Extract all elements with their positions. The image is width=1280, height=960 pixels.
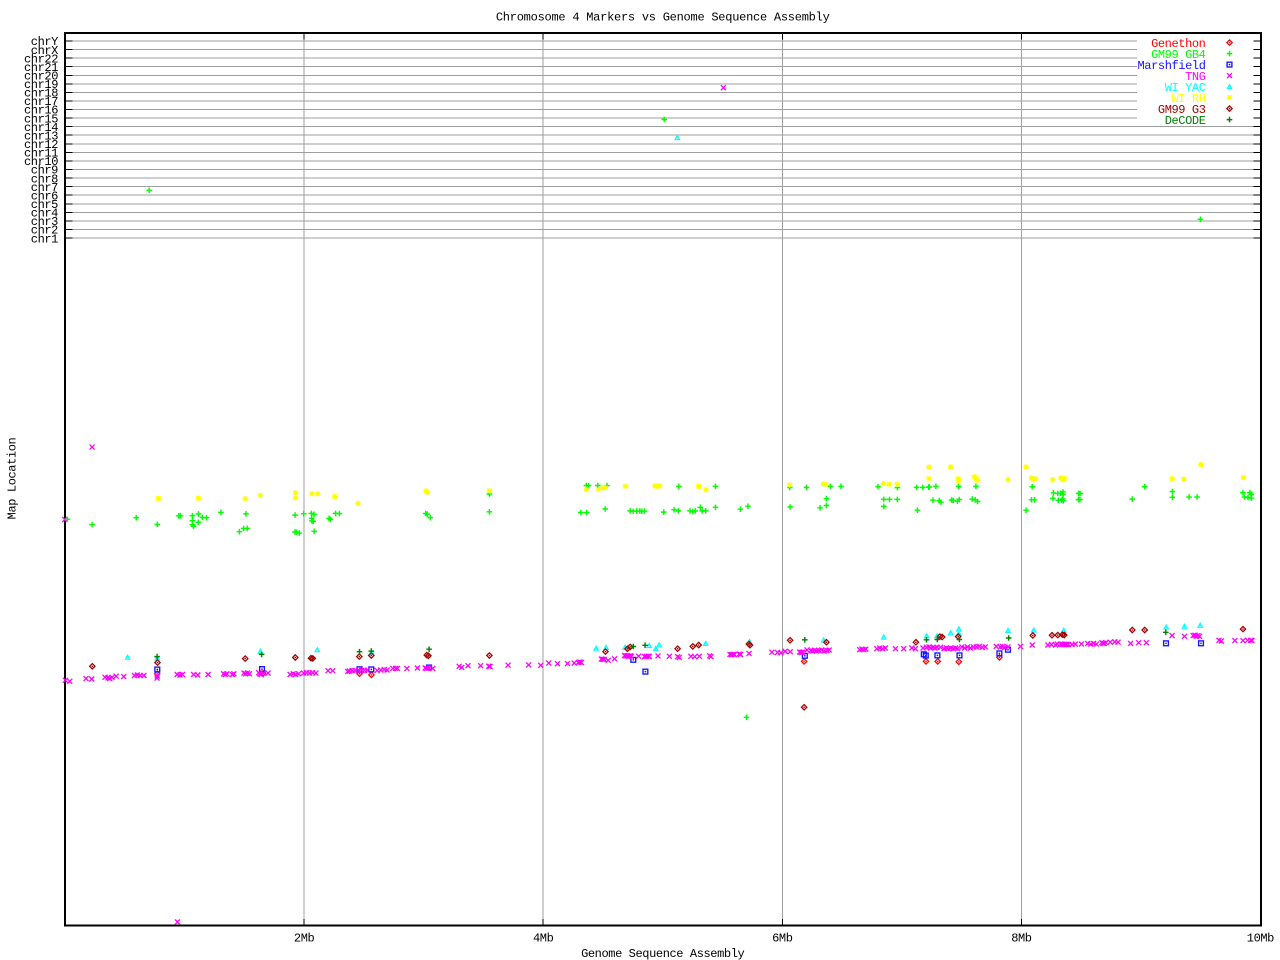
svg-text:chr12: chr12 — [24, 138, 58, 152]
svg-text:chr2: chr2 — [31, 224, 58, 238]
svg-text:chr6: chr6 — [31, 189, 58, 203]
svg-text:chr16: chr16 — [24, 104, 58, 118]
svg-text:WI YAC: WI YAC — [1165, 81, 1206, 95]
svg-text:chrY: chrY — [31, 35, 58, 49]
svg-text:chr13: chr13 — [24, 129, 58, 143]
svg-text:chr18: chr18 — [24, 87, 58, 101]
svg-text:Map Location: Map Location — [6, 437, 20, 519]
svg-text:Chromosome 4 Markers vs Genome: Chromosome 4 Markers vs Genome Sequence … — [496, 11, 830, 25]
svg-text:chr1: chr1 — [31, 232, 58, 246]
svg-text:DeCODE: DeCODE — [1165, 114, 1206, 128]
svg-text:6Mb: 6Mb — [772, 932, 793, 946]
svg-text:chr15: chr15 — [24, 112, 58, 126]
svg-text:chr3: chr3 — [31, 215, 58, 229]
svg-text:chr11: chr11 — [24, 147, 58, 161]
svg-text:chr21: chr21 — [24, 61, 58, 75]
svg-text:chr10: chr10 — [24, 155, 58, 169]
svg-text:GM99 G3: GM99 G3 — [1158, 103, 1206, 117]
svg-text:10Mb: 10Mb — [1247, 932, 1274, 946]
svg-text:2Mb: 2Mb — [294, 932, 315, 946]
svg-text:chr8: chr8 — [31, 172, 58, 186]
svg-text:chr4: chr4 — [31, 207, 58, 221]
svg-text:8Mb: 8Mb — [1011, 932, 1032, 946]
svg-text:TNG: TNG — [1185, 70, 1206, 84]
svg-text:GM99 GB4: GM99 GB4 — [1151, 48, 1206, 62]
svg-text:chr17: chr17 — [24, 95, 58, 109]
svg-text:Genome Sequence Assembly: Genome Sequence Assembly — [581, 947, 744, 960]
svg-text:chr7: chr7 — [31, 181, 58, 195]
svg-text:WI RH: WI RH — [1171, 92, 1205, 106]
svg-text:Marshfield: Marshfield — [1137, 59, 1205, 73]
svg-text:chr14: chr14 — [24, 121, 58, 135]
svg-text:chr20: chr20 — [24, 70, 58, 84]
svg-text:4Mb: 4Mb — [533, 932, 554, 946]
svg-text:chrX: chrX — [31, 44, 58, 58]
svg-text:chr22: chr22 — [24, 52, 58, 66]
svg-text:Genethon: Genethon — [1151, 37, 1206, 51]
svg-text:chr9: chr9 — [31, 164, 58, 178]
svg-text:chr19: chr19 — [24, 78, 58, 92]
svg-text:chr5: chr5 — [31, 198, 58, 212]
